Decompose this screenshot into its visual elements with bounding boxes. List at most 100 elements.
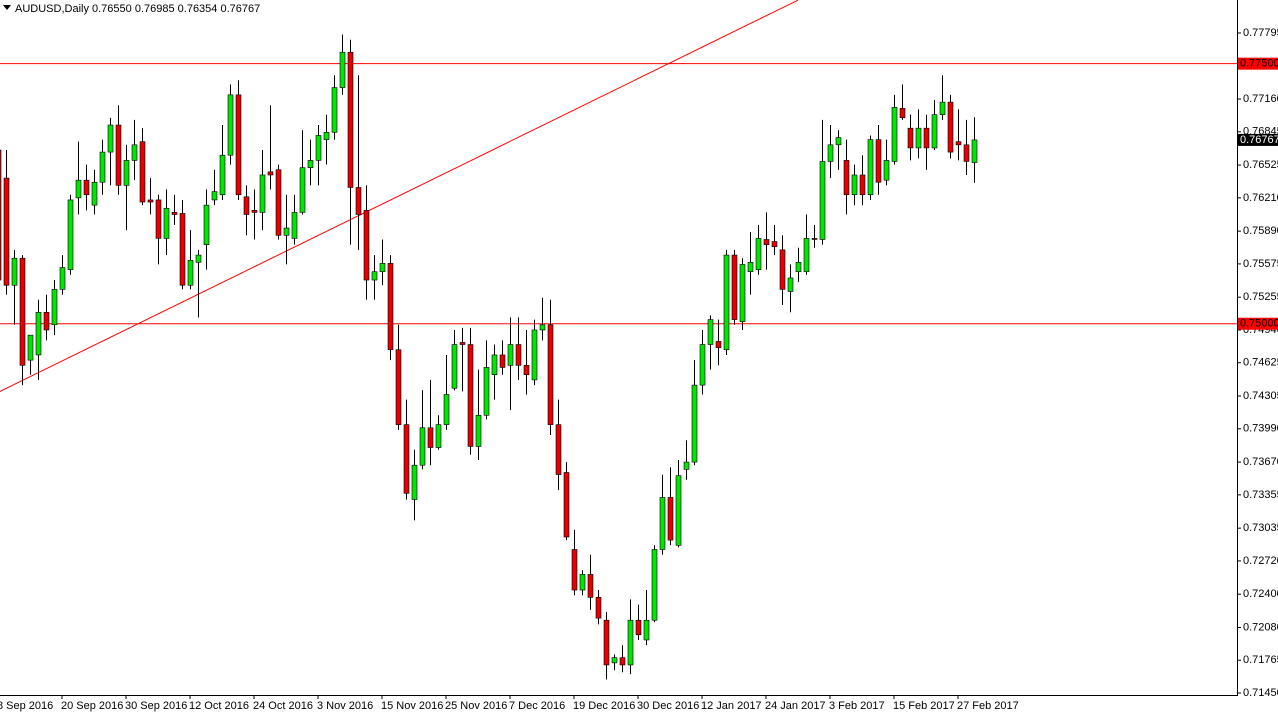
candle-body xyxy=(275,169,282,236)
candle-body xyxy=(611,657,618,664)
candle-body xyxy=(579,574,586,591)
candle-body xyxy=(403,424,410,494)
candle-body xyxy=(35,311,42,356)
candle-body xyxy=(619,657,626,666)
price-tag xyxy=(1238,57,1278,70)
candle-body xyxy=(123,160,130,186)
candle-body xyxy=(971,139,978,163)
candle-body xyxy=(387,263,394,351)
candle-body xyxy=(795,262,802,273)
candle-body xyxy=(723,254,730,351)
candle-body xyxy=(531,329,538,381)
candle-body xyxy=(731,254,738,320)
candle-body xyxy=(291,212,298,239)
candle-body xyxy=(635,619,642,636)
y-tick-label: 0.71765 xyxy=(1243,654,1278,666)
candle-body xyxy=(315,135,322,161)
candle-body xyxy=(747,262,754,273)
candle-body xyxy=(339,51,346,88)
candle-body xyxy=(459,342,466,345)
candle-body xyxy=(435,424,442,448)
candle-body xyxy=(323,132,330,140)
candle-body xyxy=(363,210,370,281)
x-tick-label: 30 Sep 2016 xyxy=(125,700,187,712)
candle-body xyxy=(939,101,946,115)
candle-body xyxy=(651,549,658,621)
x-tick-label: 12 Oct 2016 xyxy=(189,700,249,712)
chart-title: AUDUSD,Daily 0.76550 0.76985 0.76354 0.7… xyxy=(15,3,260,15)
candle-body xyxy=(379,263,386,273)
candle-body xyxy=(699,344,706,386)
candle-body xyxy=(835,137,842,146)
x-tick-label: 27 Feb 2017 xyxy=(957,700,1019,712)
candle-body xyxy=(211,191,218,201)
candle-body xyxy=(875,139,882,183)
candle-body xyxy=(867,139,874,196)
candle-body xyxy=(691,384,698,463)
candle-body xyxy=(603,619,610,666)
candle-body xyxy=(643,619,650,641)
x-tick-label: 3 Nov 2016 xyxy=(317,700,373,712)
candle-body xyxy=(203,204,210,245)
candle-body xyxy=(131,144,138,161)
x-tick-label: 20 Sep 2016 xyxy=(61,700,123,712)
candle-body xyxy=(3,177,10,286)
price-tag-label: 0.75000 xyxy=(1240,318,1278,330)
price-tag xyxy=(1238,317,1278,330)
candle-body xyxy=(947,101,954,153)
y-tick-label: 0.74305 xyxy=(1243,390,1278,402)
candle-body xyxy=(59,267,66,290)
candle-body xyxy=(331,87,338,133)
candle-body xyxy=(955,141,962,146)
candle-body xyxy=(507,344,514,366)
y-tick-label: 0.71450 xyxy=(1243,687,1278,699)
candle-body xyxy=(523,365,530,376)
candle-body xyxy=(627,619,634,666)
menu-icon[interactable] xyxy=(3,5,11,10)
candle-body xyxy=(155,199,162,239)
candle-body xyxy=(883,160,890,181)
candle-body xyxy=(83,179,90,196)
candle-body xyxy=(27,334,34,361)
candle-body xyxy=(515,344,522,366)
candle-body xyxy=(475,414,482,447)
candle-body xyxy=(179,213,186,286)
candle-body xyxy=(235,94,242,196)
candle-body xyxy=(819,161,826,240)
candle-body xyxy=(163,207,170,239)
candle-body xyxy=(811,238,818,240)
candle-body xyxy=(675,475,682,546)
candle-body xyxy=(827,144,834,162)
candle-body xyxy=(539,324,546,331)
candle-body xyxy=(227,94,234,156)
candle-body xyxy=(371,271,378,281)
candle-body xyxy=(843,160,850,196)
candle-body xyxy=(659,497,666,550)
x-tick-label: 8 Sep 2016 xyxy=(0,700,53,712)
candle-body xyxy=(147,199,154,203)
plot-area xyxy=(0,0,1237,680)
candle-body xyxy=(11,257,18,286)
trend-line xyxy=(0,0,799,392)
candle-body xyxy=(267,171,274,176)
candle-body xyxy=(19,257,26,366)
candle-body xyxy=(803,238,810,273)
x-tick-label: 15 Nov 2016 xyxy=(381,700,443,712)
x-tick-label: 24 Oct 2016 xyxy=(253,700,313,712)
candle-body xyxy=(187,259,194,286)
candle-body xyxy=(75,179,82,199)
candle-body xyxy=(99,151,106,183)
candle-body xyxy=(0,149,2,281)
candle-body xyxy=(115,124,122,186)
x-tick-label: 25 Nov 2016 xyxy=(445,700,507,712)
candle-body xyxy=(755,238,762,270)
candle-body xyxy=(707,319,714,345)
candle-body xyxy=(859,174,866,196)
candle-body xyxy=(283,227,290,236)
